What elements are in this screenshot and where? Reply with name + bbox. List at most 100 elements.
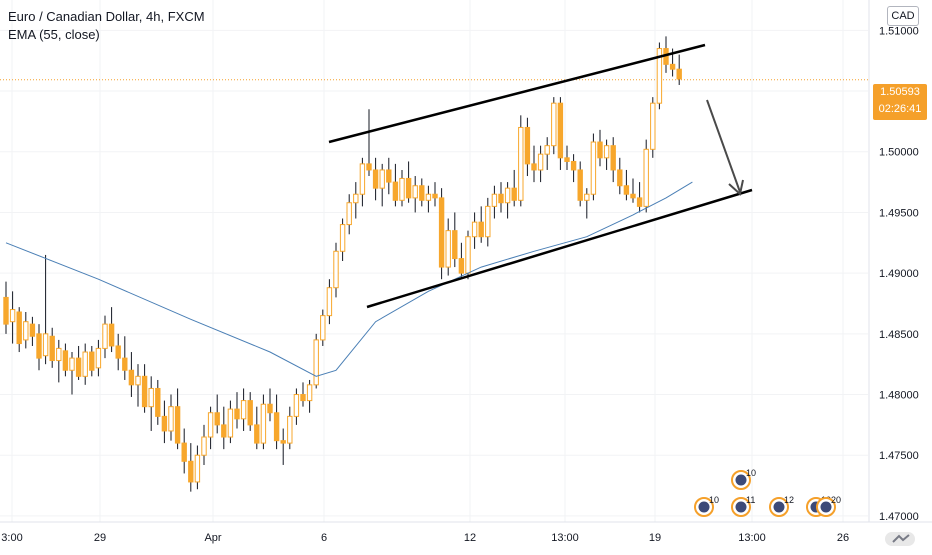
candle bbox=[537, 145, 544, 183]
candle bbox=[392, 163, 399, 207]
currency-button[interactable]: CAD bbox=[887, 6, 919, 26]
candle bbox=[458, 242, 465, 280]
candle bbox=[161, 400, 168, 444]
candle bbox=[432, 182, 438, 207]
price-tick-label: 1.49500 bbox=[879, 207, 919, 219]
candle bbox=[425, 185, 432, 213]
candle bbox=[221, 406, 227, 450]
candle bbox=[181, 428, 187, 474]
candle bbox=[491, 185, 498, 219]
candle bbox=[29, 316, 36, 346]
candle bbox=[69, 352, 75, 395]
candle bbox=[174, 388, 181, 450]
candle bbox=[240, 388, 247, 431]
candle bbox=[630, 178, 636, 203]
candles bbox=[3, 36, 682, 492]
event-count-label: 11 bbox=[746, 495, 755, 505]
candle bbox=[227, 400, 234, 444]
candle bbox=[128, 352, 135, 397]
candle bbox=[339, 218, 346, 261]
candle bbox=[498, 182, 504, 213]
candle bbox=[551, 97, 557, 155]
candle bbox=[207, 406, 214, 450]
candle bbox=[636, 182, 643, 213]
candle bbox=[82, 343, 88, 385]
economic-events[interactable]: 101011121020 bbox=[694, 468, 841, 517]
candle bbox=[260, 394, 267, 450]
candle bbox=[168, 394, 174, 441]
candle bbox=[16, 307, 22, 353]
projection-arrow[interactable] bbox=[706, 99, 744, 196]
time-tick-label: 6 bbox=[321, 532, 327, 544]
candle bbox=[570, 154, 577, 183]
current-price-label: 1.50593 bbox=[880, 86, 920, 98]
candle bbox=[75, 345, 82, 380]
ema-legend[interactable]: EMA (55, close) bbox=[8, 27, 100, 42]
candle bbox=[214, 394, 220, 434]
candle bbox=[254, 406, 260, 450]
candle bbox=[141, 364, 148, 413]
price-tick-label: 1.48500 bbox=[879, 329, 919, 341]
candle bbox=[623, 169, 630, 201]
drawings[interactable] bbox=[328, 43, 753, 309]
candle bbox=[56, 339, 62, 383]
price-tick-label: 1.50000 bbox=[879, 147, 919, 159]
candle bbox=[372, 157, 379, 201]
candle bbox=[366, 109, 372, 177]
candle bbox=[326, 279, 333, 325]
candle bbox=[676, 54, 682, 85]
time-tick-label: Apr bbox=[204, 532, 221, 544]
chart-legend: Euro / Canadian Dollar, 4h, FXCM EMA (55… bbox=[8, 8, 205, 44]
event-marker[interactable]: 12 bbox=[769, 495, 794, 517]
event-marker[interactable]: 20 bbox=[816, 495, 841, 517]
time-tick-label: 13:00 bbox=[738, 532, 766, 544]
candle bbox=[95, 339, 102, 377]
bar-countdown: 02:26:41 bbox=[878, 103, 922, 115]
candle bbox=[656, 42, 663, 110]
symbol-title[interactable]: Euro / Canadian Dollar, 4h, FXCM bbox=[8, 9, 205, 24]
time-tick-label: 13:00 bbox=[551, 532, 579, 544]
candle bbox=[300, 382, 306, 407]
candle bbox=[412, 176, 418, 213]
candle bbox=[524, 117, 531, 177]
candle bbox=[306, 379, 313, 413]
candle bbox=[478, 206, 484, 243]
candle bbox=[419, 178, 425, 207]
grid bbox=[0, 0, 868, 522]
candle bbox=[650, 97, 656, 158]
candle bbox=[280, 428, 286, 465]
candle bbox=[201, 424, 207, 465]
event-marker[interactable]: 11 bbox=[731, 495, 755, 517]
candle bbox=[102, 315, 108, 359]
candle bbox=[135, 364, 141, 407]
event-count-label: 12 bbox=[784, 495, 794, 505]
candle bbox=[234, 392, 240, 429]
candle bbox=[353, 182, 359, 219]
event-marker[interactable]: 10 bbox=[731, 468, 756, 490]
event-count-label: 20 bbox=[831, 495, 841, 505]
candle bbox=[148, 376, 154, 431]
candle bbox=[445, 218, 451, 276]
candle bbox=[313, 333, 319, 389]
candle bbox=[379, 163, 385, 207]
candle bbox=[584, 188, 590, 219]
event-marker[interactable]: 10 bbox=[694, 495, 719, 517]
lower-trendline[interactable] bbox=[366, 188, 753, 309]
upper-trendline[interactable] bbox=[328, 43, 706, 144]
candle bbox=[188, 443, 194, 492]
candle bbox=[544, 137, 550, 170]
candle bbox=[23, 311, 29, 349]
time-tick-label: 26 bbox=[837, 532, 849, 544]
candle bbox=[122, 336, 128, 380]
candle bbox=[597, 129, 603, 167]
candle bbox=[399, 169, 405, 207]
candle bbox=[531, 145, 537, 183]
time-tick-label: 3:00 bbox=[1, 532, 22, 544]
tradingview-logo-icon[interactable] bbox=[873, 528, 927, 550]
price-tick-label: 1.48000 bbox=[879, 390, 919, 402]
candle bbox=[452, 212, 458, 268]
candle bbox=[115, 333, 121, 371]
